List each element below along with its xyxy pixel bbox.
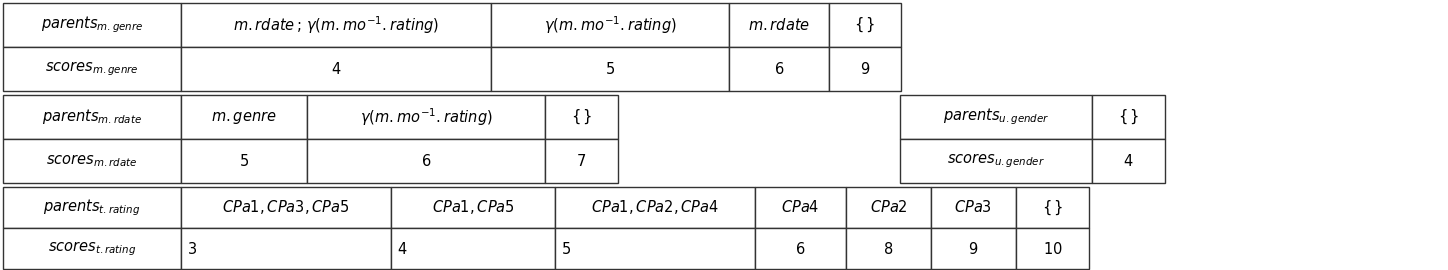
Text: $parents_{t.rating}$: $parents_{t.rating}$ — [43, 197, 140, 218]
Text: $5$: $5$ — [605, 61, 615, 77]
Text: $m.genre$: $m.genre$ — [211, 109, 277, 126]
Bar — [1092, 139, 1166, 183]
Text: $\gamma(m.mo^{-1}.rating)$: $\gamma(m.mo^{-1}.rating)$ — [543, 14, 676, 36]
Bar — [728, 47, 830, 91]
Text: $\{\,\}$: $\{\,\}$ — [571, 108, 592, 126]
Text: $6$: $6$ — [421, 153, 432, 169]
Bar — [491, 47, 728, 91]
Bar — [181, 139, 307, 183]
Text: $4$: $4$ — [330, 61, 342, 77]
Text: $8$: $8$ — [883, 241, 893, 256]
Bar — [544, 139, 618, 183]
Bar — [1016, 228, 1089, 269]
Bar — [391, 228, 555, 269]
Bar — [181, 3, 491, 47]
Text: $CPa1,CPa3,CPa5$: $CPa1,CPa3,CPa5$ — [222, 198, 350, 217]
Text: $6$: $6$ — [795, 241, 805, 256]
Bar — [3, 187, 181, 228]
Bar — [181, 95, 307, 139]
Bar — [754, 228, 846, 269]
Text: $scores_{u.gender}$: $scores_{u.gender}$ — [947, 152, 1045, 170]
Bar — [555, 187, 754, 228]
Text: $7$: $7$ — [576, 153, 586, 169]
Text: $CPa4$: $CPa4$ — [782, 200, 820, 215]
Text: $CPa1,CPa2,CPa4$: $CPa1,CPa2,CPa4$ — [591, 198, 720, 217]
Text: $\gamma(m.mo^{-1}.rating)$: $\gamma(m.mo^{-1}.rating)$ — [359, 106, 492, 128]
Text: $4$: $4$ — [397, 241, 407, 256]
Text: $\{\,\}$: $\{\,\}$ — [854, 16, 876, 34]
Text: $9$: $9$ — [969, 241, 979, 256]
Text: $3$: $3$ — [187, 241, 197, 256]
Bar — [3, 139, 181, 183]
Text: $10$: $10$ — [1043, 241, 1063, 256]
Text: $4$: $4$ — [1124, 153, 1134, 169]
Text: $CPa1,CPa5$: $CPa1,CPa5$ — [432, 198, 514, 217]
Text: $parents_{m.genre}$: $parents_{m.genre}$ — [41, 15, 143, 35]
Bar — [1092, 95, 1166, 139]
Text: $6$: $6$ — [773, 61, 785, 77]
Text: $5$: $5$ — [239, 153, 249, 169]
Bar — [830, 3, 901, 47]
Bar — [3, 3, 181, 47]
Text: $scores_{m.rdate}$: $scores_{m.rdate}$ — [46, 153, 138, 169]
Bar — [181, 228, 391, 269]
Bar — [391, 187, 555, 228]
Bar — [830, 47, 901, 91]
Bar — [555, 228, 754, 269]
Bar — [754, 187, 846, 228]
Bar — [3, 47, 181, 91]
Bar — [181, 47, 491, 91]
Text: $\{\,\}$: $\{\,\}$ — [1118, 108, 1140, 126]
Text: $CPa3$: $CPa3$ — [954, 200, 992, 215]
Text: $9$: $9$ — [860, 61, 870, 77]
Text: $CPa2$: $CPa2$ — [870, 200, 908, 215]
Bar — [901, 95, 1092, 139]
Text: $scores_{m.genre}$: $scores_{m.genre}$ — [45, 60, 139, 78]
Text: $m.rdate$: $m.rdate$ — [749, 17, 809, 33]
Bar — [181, 187, 391, 228]
Bar — [1016, 187, 1089, 228]
Text: $parents_{m.rdate}$: $parents_{m.rdate}$ — [42, 107, 142, 127]
Text: $\{\,\}$: $\{\,\}$ — [1043, 198, 1063, 217]
Text: $5$: $5$ — [560, 241, 571, 256]
Bar — [901, 139, 1092, 183]
Bar — [931, 187, 1016, 228]
Bar — [931, 228, 1016, 269]
Bar — [491, 3, 728, 47]
Text: $m.rdate\,;\,\gamma(m.mo^{-1}.rating)$: $m.rdate\,;\,\gamma(m.mo^{-1}.rating)$ — [233, 14, 439, 36]
Text: $parents_{u.gender}$: $parents_{u.gender}$ — [943, 107, 1050, 127]
Bar — [307, 139, 544, 183]
Bar — [846, 187, 931, 228]
Text: $scores_{t.rating}$: $scores_{t.rating}$ — [48, 239, 136, 258]
Bar — [307, 95, 544, 139]
Bar — [544, 95, 618, 139]
Bar — [728, 3, 830, 47]
Bar — [3, 95, 181, 139]
Bar — [3, 228, 181, 269]
Bar — [846, 228, 931, 269]
